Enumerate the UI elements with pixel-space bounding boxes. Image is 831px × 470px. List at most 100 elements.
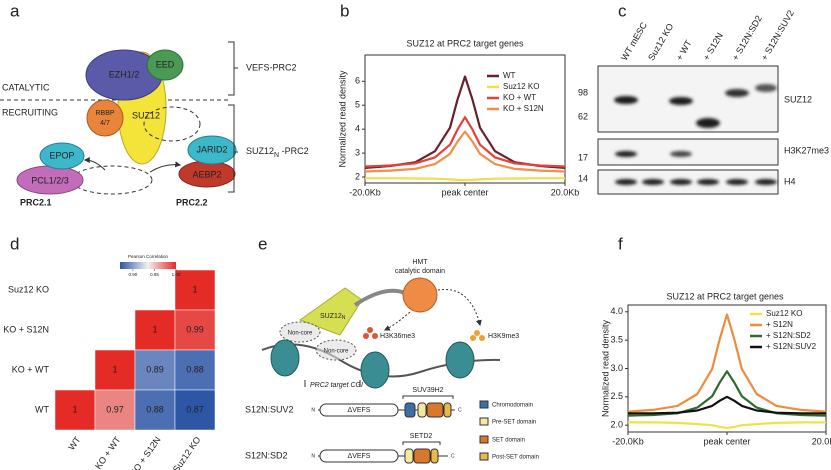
row-label: KO + S12N	[3, 324, 49, 334]
band	[726, 179, 748, 185]
terminus: N	[311, 407, 315, 413]
label: HMT	[412, 259, 428, 266]
complex-label: PRC2.2	[176, 197, 208, 207]
band	[696, 118, 720, 128]
cell-label: 1	[112, 364, 117, 374]
domain	[430, 448, 439, 464]
panel-label: f	[618, 234, 623, 253]
lane-label: Suz12 KO	[646, 22, 675, 63]
dashed-site	[71, 165, 153, 195]
legend-label: Suz12 KO	[766, 309, 802, 318]
lane-label: + S12N:SUV2	[759, 8, 796, 62]
x-tick-label: 20.0Kb	[812, 436, 831, 446]
band	[755, 84, 777, 92]
y-tick-label: 3.0	[610, 363, 623, 373]
x-tick-label: peak center	[441, 187, 488, 197]
diagram-e: HMT catalytic domain SUZ12N H3K9me3 H3K3…	[245, 259, 539, 464]
cell-label: 1	[72, 404, 77, 414]
label: PRC2 target CGI	[310, 382, 363, 389]
arrow	[149, 161, 182, 173]
column-label: KO + S12N	[128, 435, 162, 470]
colorbar-tick-label: 1.00	[172, 272, 181, 277]
panel-label: a	[10, 1, 20, 20]
label: H3K9me3	[488, 333, 519, 340]
x-tick-label: -20.0Kb	[612, 436, 644, 446]
label: RECRUITING	[2, 107, 58, 117]
cell-label: 0.99	[186, 324, 204, 334]
band	[670, 151, 692, 157]
series-line	[364, 116, 566, 168]
panel-label: b	[340, 1, 349, 20]
colorbar-title: Pearson Correlation	[128, 254, 169, 259]
protein-label: EPOP	[49, 150, 74, 160]
lane-label: + S12N	[701, 31, 725, 62]
domain	[443, 402, 452, 418]
colorbar-tick-label: 0.90	[129, 272, 138, 277]
y-tick-label: 6	[355, 76, 360, 86]
nucleosome	[445, 341, 475, 379]
label: Non-core	[324, 349, 349, 355]
column-label: WT	[66, 434, 83, 452]
legend-label: + S12N	[766, 320, 793, 329]
protein-label: PCL1/2/3	[31, 175, 69, 185]
bands	[614, 84, 777, 185]
legend-label: SET domain	[492, 438, 525, 444]
methyl-marks	[470, 330, 485, 341]
domain	[426, 402, 444, 418]
lane-label: + S12N:SD2	[730, 14, 764, 63]
rbbp	[86, 99, 124, 137]
band	[615, 151, 637, 157]
subscript: N	[342, 315, 346, 321]
domain	[319, 403, 399, 417]
y-tick-label: 2.0	[610, 420, 623, 430]
heatmap-cell	[174, 389, 216, 431]
protein-label: EED	[156, 59, 175, 69]
y-tick-label: 2	[355, 171, 360, 181]
protein-label: AEBP2	[192, 169, 221, 179]
complex-label: PRC2.1	[20, 197, 52, 207]
legend-label: Pre-SET domain	[492, 420, 536, 426]
series-line	[627, 313, 827, 413]
heatmap-cell	[134, 349, 176, 391]
legend-swatch	[479, 435, 489, 444]
terminus: C	[451, 453, 455, 459]
heatmap-cell	[174, 349, 216, 391]
y-axis-label: Normalized read density	[600, 319, 610, 417]
y-tick-label: 2.5	[610, 391, 623, 401]
methyl-marks	[363, 327, 378, 339]
linker	[353, 288, 406, 307]
jarid2	[187, 135, 237, 165]
domain	[413, 448, 431, 464]
hmt	[402, 277, 438, 313]
legend-label: WT	[503, 71, 516, 80]
bracket-label: VEFS-PRC2	[246, 62, 297, 72]
band	[697, 179, 719, 185]
band	[755, 179, 777, 185]
marker: 14	[578, 173, 588, 183]
deletion: ΔVEFS	[348, 453, 371, 460]
protein-label: RBBP	[95, 110, 114, 117]
construct-name: S12N:SUV2	[245, 404, 294, 414]
cell-label: 0.88	[186, 364, 204, 374]
domain	[319, 449, 399, 463]
epop	[39, 142, 85, 170]
heatmap-cell	[174, 269, 216, 311]
diagram-a: CATALYTIC RECRUITING EZH1/2 EED RBBP 4/7…	[0, 41, 309, 207]
marker: 98	[578, 87, 588, 97]
legend-swatch	[479, 400, 489, 409]
legend-label: + S12N:SUV2	[766, 342, 817, 351]
colorbar-tick-label: 0.95	[150, 272, 159, 277]
series-line	[365, 177, 565, 182]
bracket	[228, 104, 238, 193]
label: H3K36me3	[380, 333, 415, 340]
heatmap-cell	[94, 389, 136, 431]
nucleosome	[270, 339, 300, 377]
cell-label: 0.88	[146, 404, 164, 414]
text: SUZ12	[320, 313, 342, 320]
legend-label: Suz12 KO	[503, 82, 539, 91]
bracket	[228, 41, 238, 96]
legend-label: KO + S12N	[503, 104, 544, 113]
cell-label: 0.97	[106, 404, 124, 414]
heatmap-cell	[54, 389, 96, 431]
y-tick-label: 4.0	[610, 306, 623, 316]
